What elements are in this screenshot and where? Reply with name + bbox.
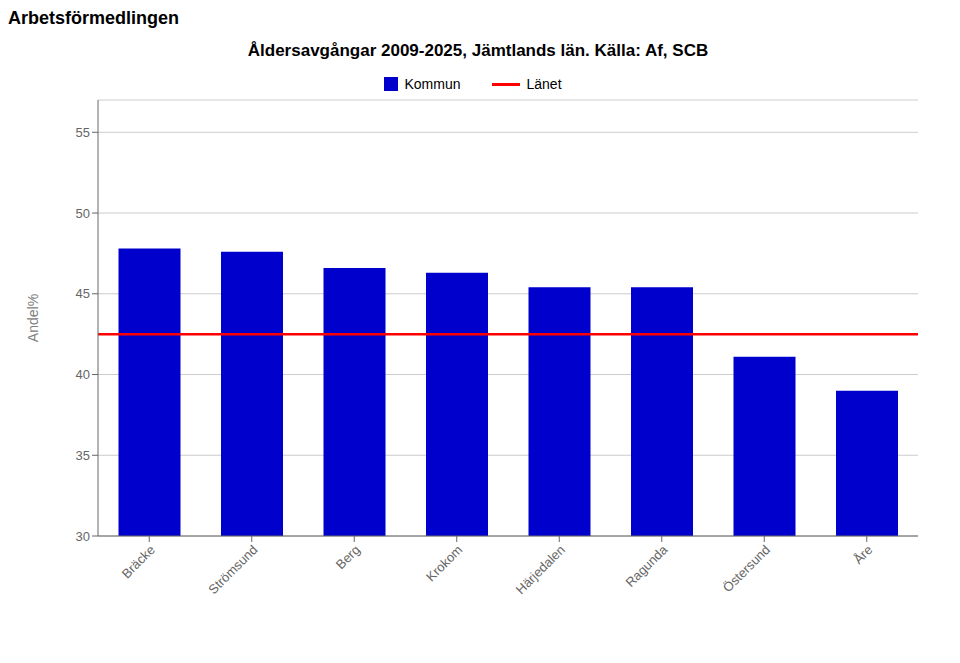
svg-text:Krokom: Krokom: [423, 542, 465, 584]
svg-text:Strömsund: Strömsund: [205, 542, 260, 597]
svg-text:Bräcke: Bräcke: [119, 542, 158, 581]
html-text:Åldersavgångar 2009-2025, Jämt: Åldersavgångar 2009-2025, Jämtlands län.…: [247, 41, 709, 60]
html-text:Länet: Länet: [526, 76, 562, 92]
svg-text:Östersund: Östersund: [720, 542, 773, 595]
svg-text:Ragunda: Ragunda: [622, 542, 670, 590]
svg-text:Andel%: Andel%: [25, 294, 41, 342]
svg-text:40: 40: [76, 367, 90, 382]
html-text:Arbetsförmedlingen: Arbetsförmedlingen: [8, 8, 179, 28]
svg-text:50: 50: [76, 206, 90, 221]
svg-text:30: 30: [76, 529, 90, 544]
svg-text:55: 55: [76, 125, 90, 140]
svg-text:35: 35: [76, 448, 90, 463]
html-text:Kommun: Kommun: [404, 76, 461, 92]
svg-text:Berg: Berg: [333, 542, 363, 572]
svg-text:Härjedalen: Härjedalen: [513, 542, 568, 597]
svg-text:Åre: Åre: [850, 542, 875, 567]
svg-text:45: 45: [76, 286, 90, 301]
